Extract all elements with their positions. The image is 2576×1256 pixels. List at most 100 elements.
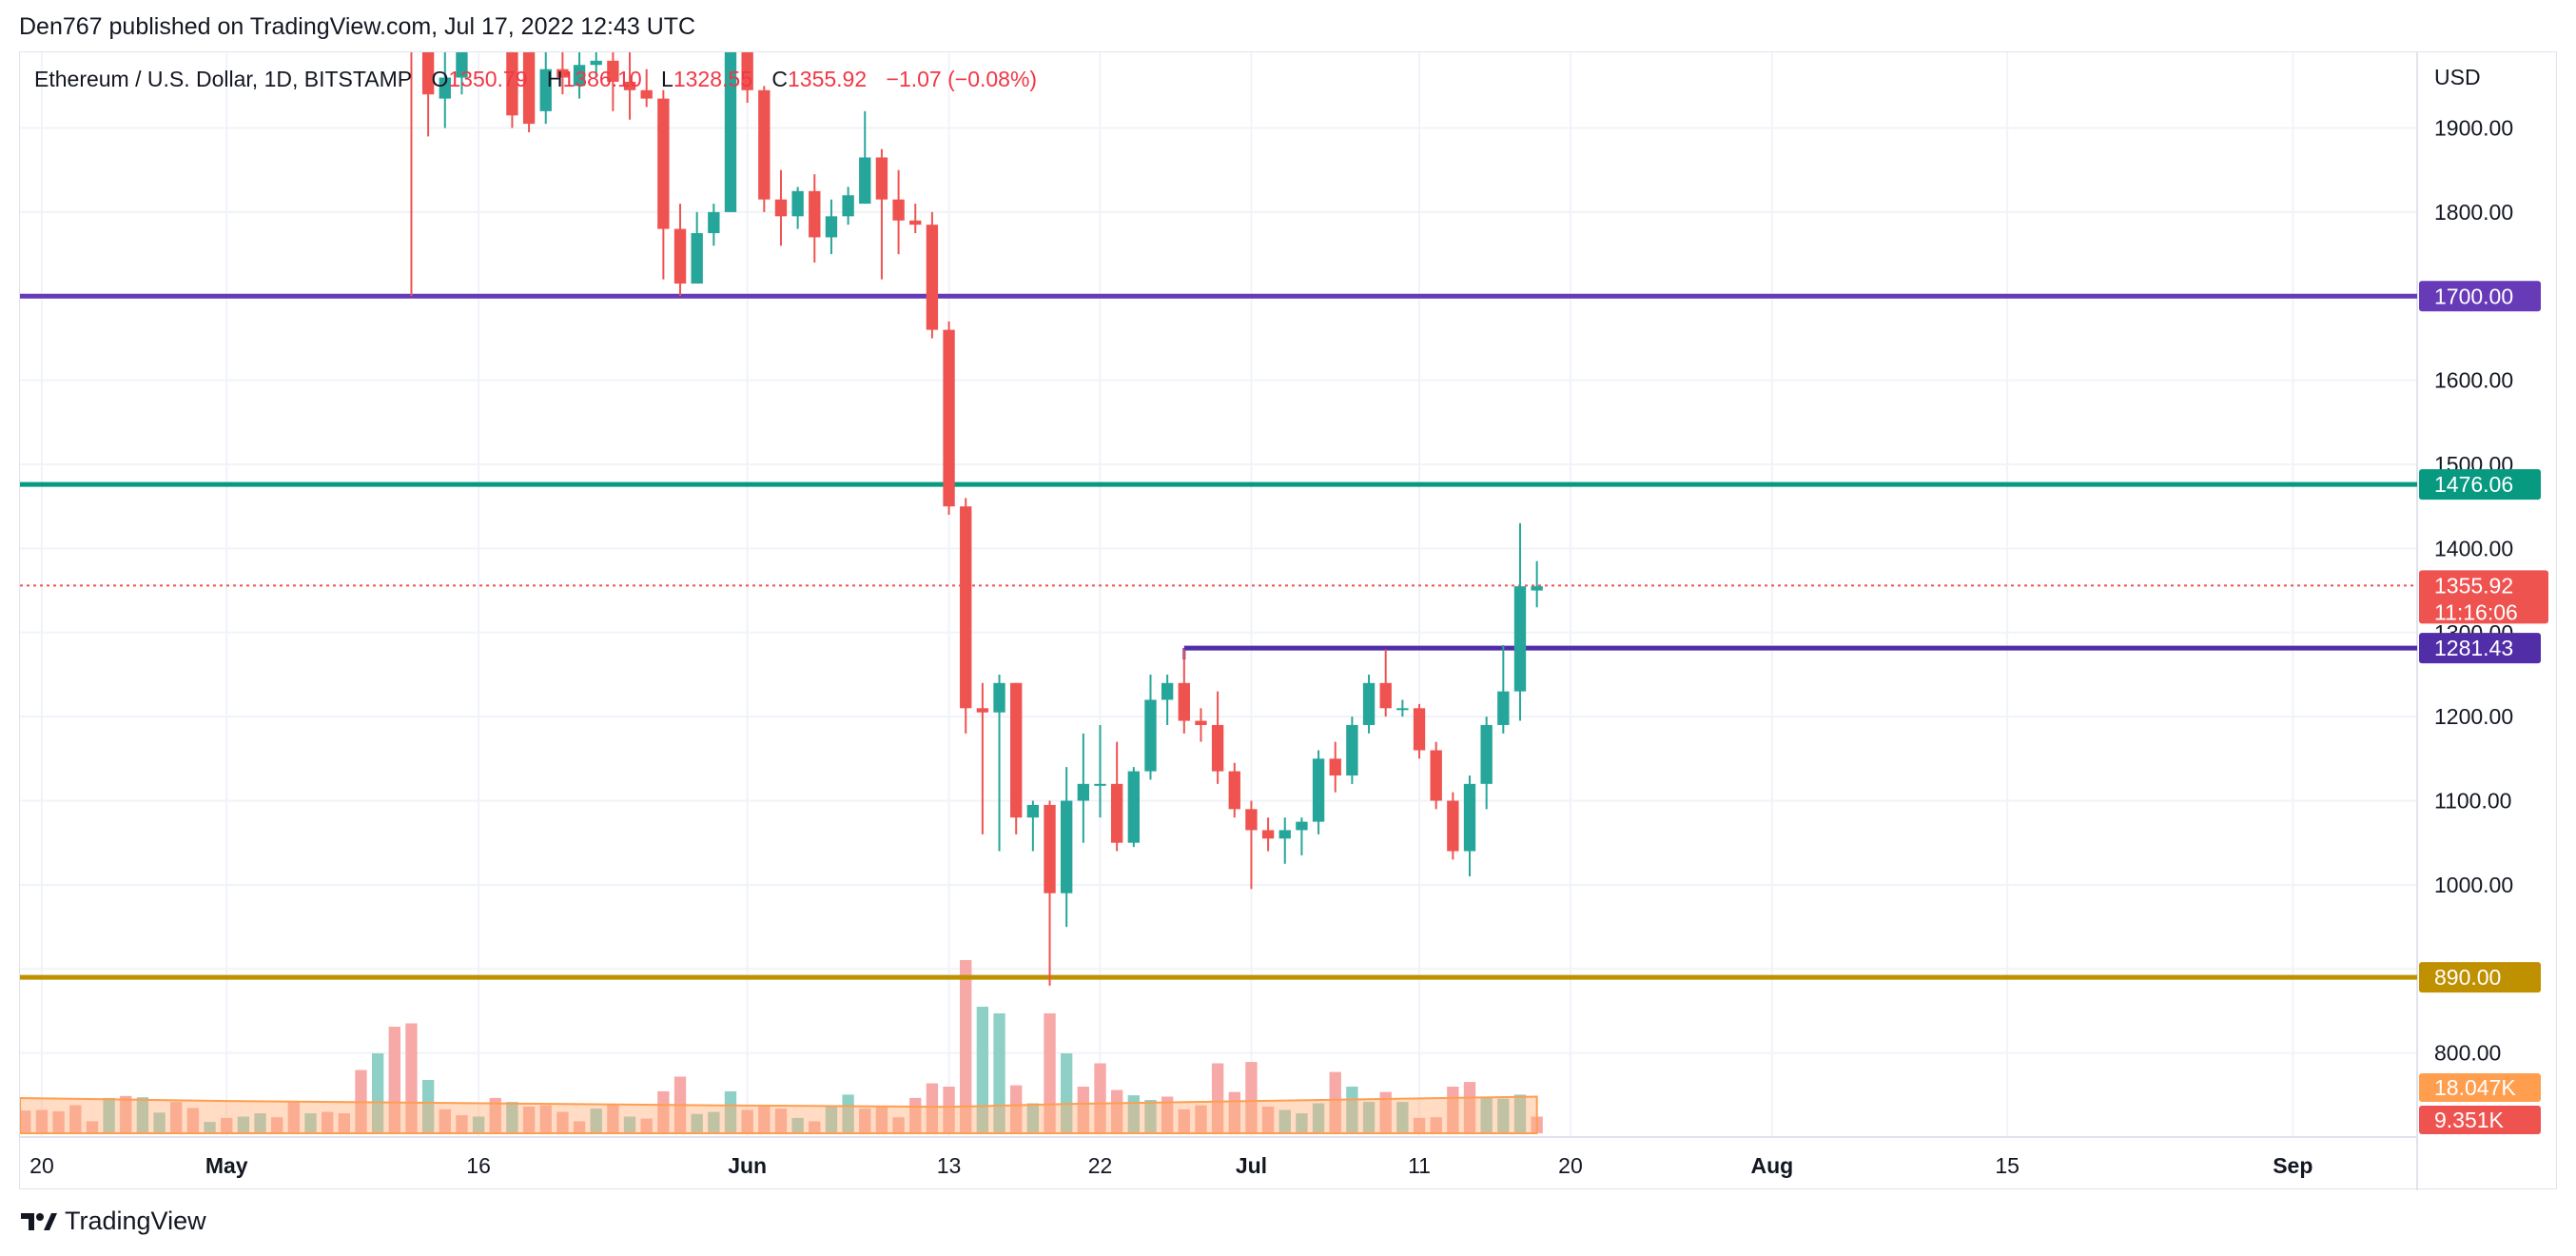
volume-bar bbox=[809, 1121, 821, 1133]
volume-bar bbox=[472, 1116, 485, 1133]
price-tick-label: 1800.00 bbox=[2434, 200, 2513, 225]
candle-body bbox=[1094, 783, 1106, 786]
candle-body bbox=[724, 52, 737, 212]
volume-bar bbox=[1161, 1096, 1174, 1133]
candle-body bbox=[1531, 586, 1543, 591]
volume-bar bbox=[741, 1109, 753, 1133]
chart-panel[interactable]: USD 800.00 1000.00 1100.00 1200.00 1300.00 140… bbox=[19, 51, 2558, 1190]
volume-bar bbox=[1127, 1095, 1141, 1133]
volume-bar bbox=[456, 1115, 468, 1133]
candle-body bbox=[943, 329, 955, 507]
candle-body bbox=[1329, 758, 1341, 775]
volume-bar bbox=[1010, 1085, 1023, 1133]
time-tick-label: 20 bbox=[29, 1153, 54, 1178]
volume-bar bbox=[1044, 1013, 1056, 1133]
volume-bar bbox=[724, 1090, 737, 1133]
volume-bar bbox=[1362, 1102, 1376, 1133]
candle-body bbox=[1195, 720, 1207, 725]
price-tick-label: 1400.00 bbox=[2434, 536, 2513, 560]
candle-body bbox=[657, 98, 670, 229]
volume-bar bbox=[1513, 1094, 1527, 1133]
volume-bar bbox=[1463, 1082, 1476, 1133]
candle-body bbox=[1447, 800, 1459, 852]
volume-bar bbox=[489, 1097, 501, 1133]
volume-bar bbox=[371, 1053, 384, 1133]
close-value: 1355.92 bbox=[788, 67, 868, 91]
volume-badge-text: 18.047K bbox=[2434, 1075, 2516, 1100]
open-value: 1350.79 bbox=[448, 67, 528, 91]
volume-bar bbox=[708, 1111, 720, 1133]
candle-body bbox=[1379, 682, 1392, 709]
price-chart[interactable]: USD800.001000.001100.001200.001300.00140… bbox=[20, 52, 2558, 1190]
candle-body bbox=[758, 89, 771, 200]
volume-bar bbox=[875, 1107, 888, 1133]
volume-bar bbox=[943, 1087, 955, 1133]
volume-bar bbox=[522, 1107, 536, 1133]
volume-bar bbox=[506, 1102, 518, 1133]
volume-bar bbox=[1480, 1096, 1493, 1133]
candle-body bbox=[1430, 750, 1442, 801]
candle-body bbox=[1463, 783, 1476, 852]
time-tick-label: Jun bbox=[728, 1153, 767, 1178]
level-price-badge-text: 1281.43 bbox=[2434, 636, 2513, 660]
level-price-badge: 890.00 bbox=[2419, 962, 2541, 993]
candle-body bbox=[1211, 724, 1224, 772]
volume-bar bbox=[170, 1102, 183, 1133]
volume-bar bbox=[439, 1109, 451, 1133]
volume-bar bbox=[1296, 1113, 1308, 1133]
volume-bar bbox=[86, 1121, 99, 1133]
volume-bar bbox=[623, 1116, 636, 1133]
volume-bar bbox=[1261, 1107, 1275, 1133]
plot-area bbox=[20, 52, 2417, 1134]
volume-bar bbox=[186, 1108, 200, 1133]
candle-body bbox=[556, 69, 569, 78]
price-tick-label: 1600.00 bbox=[2434, 368, 2513, 393]
time-tick-label: 20 bbox=[1558, 1153, 1583, 1178]
volume-bar bbox=[640, 1118, 653, 1133]
volume-bar bbox=[859, 1109, 871, 1133]
candle-body bbox=[1396, 708, 1409, 711]
volume-bar bbox=[556, 1111, 569, 1133]
tradingview-logo[interactable]: TradingView bbox=[19, 1207, 206, 1236]
volume-bar bbox=[1178, 1109, 1190, 1133]
volume-bar bbox=[1396, 1102, 1409, 1133]
volume-bar bbox=[590, 1109, 602, 1133]
candles bbox=[410, 52, 1543, 986]
volume-bar bbox=[1077, 1087, 1090, 1133]
volume-bar bbox=[1061, 1053, 1073, 1133]
candle-body bbox=[976, 708, 989, 713]
volume-bar bbox=[1497, 1098, 1510, 1133]
level-price-badge-bg bbox=[2419, 633, 2541, 664]
level-price-badge: 1281.43 bbox=[2419, 633, 2541, 664]
candle-body bbox=[708, 211, 720, 233]
volume-bar bbox=[1329, 1071, 1341, 1133]
candle-body bbox=[522, 52, 536, 125]
volume-bar bbox=[304, 1113, 317, 1133]
volume-bar bbox=[976, 1007, 989, 1133]
candle-body bbox=[1261, 830, 1275, 839]
price-tick-label: 1200.00 bbox=[2434, 704, 2513, 729]
price-tick-label: 1100.00 bbox=[2434, 789, 2511, 814]
volume-bar bbox=[1346, 1087, 1358, 1133]
candle-body bbox=[539, 69, 552, 111]
candle-body bbox=[842, 195, 854, 217]
candle-body bbox=[926, 225, 939, 330]
volume-badge: 18.047K bbox=[2419, 1073, 2541, 1102]
candle-body bbox=[1178, 682, 1190, 721]
volume-bar bbox=[1430, 1117, 1442, 1133]
volume-bar bbox=[221, 1117, 233, 1133]
candle-body bbox=[506, 52, 518, 116]
time-tick-label: 22 bbox=[1088, 1153, 1113, 1178]
candle-body bbox=[1312, 758, 1325, 822]
price-tick-label: 800.00 bbox=[2434, 1041, 2501, 1066]
level-price-badge: 1700.00 bbox=[2419, 281, 2541, 312]
volume-bar bbox=[539, 1105, 552, 1133]
volume-bar bbox=[1312, 1103, 1325, 1133]
candle-body bbox=[1077, 783, 1090, 801]
volume-badge: 9.351K bbox=[2419, 1106, 2541, 1134]
volume-bar bbox=[321, 1111, 334, 1133]
time-tick-label: 11 bbox=[1408, 1153, 1431, 1178]
level-price-badge: 1476.06 bbox=[2419, 469, 2541, 500]
currency-label: USD bbox=[2434, 65, 2481, 89]
candle-body bbox=[1110, 783, 1123, 843]
